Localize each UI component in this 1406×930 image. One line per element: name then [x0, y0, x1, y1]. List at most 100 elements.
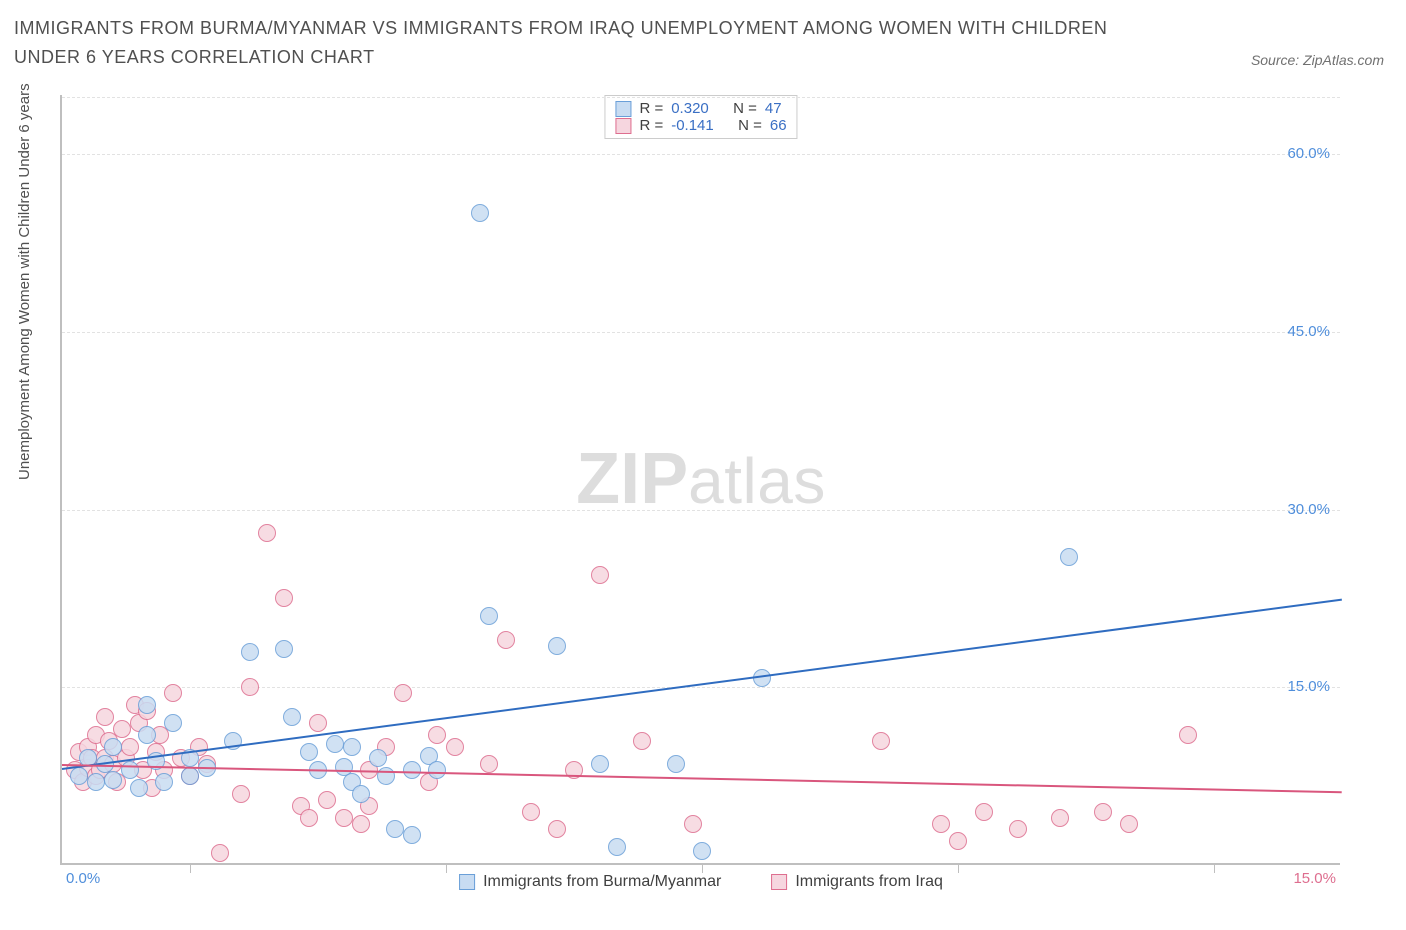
data-point	[309, 714, 327, 732]
legend-swatch-b0	[459, 874, 475, 890]
correlation-legend: R = 0.320 N = 47 R = -0.141 N = 66	[604, 95, 797, 139]
n-value-0: 47	[765, 100, 782, 117]
data-point	[164, 684, 182, 702]
x-tick	[190, 863, 191, 873]
data-point	[335, 809, 353, 827]
data-point	[155, 773, 173, 791]
y-tick-label: 30.0%	[1287, 501, 1330, 518]
data-point	[522, 803, 540, 821]
data-point	[471, 204, 489, 222]
watermark-atlas: atlas	[688, 445, 826, 517]
data-point	[608, 838, 626, 856]
gridline-h	[62, 97, 1340, 98]
data-point	[949, 832, 967, 850]
watermark: ZIPatlas	[576, 438, 826, 520]
x-max-label: 15.0%	[1293, 870, 1336, 887]
data-point	[1120, 815, 1138, 833]
data-point	[667, 755, 685, 773]
legend-item-0: Immigrants from Burma/Myanmar	[459, 873, 721, 891]
data-point	[275, 640, 293, 658]
data-point	[283, 708, 301, 726]
data-point	[369, 749, 387, 767]
data-point	[548, 820, 566, 838]
data-point	[138, 726, 156, 744]
data-point	[121, 738, 139, 756]
data-point	[394, 684, 412, 702]
data-point	[87, 773, 105, 791]
data-point	[386, 820, 404, 838]
r-value-1: -0.141	[671, 117, 714, 134]
chart-source: Source: ZipAtlas.com	[1251, 52, 1384, 68]
data-point	[480, 755, 498, 773]
gridline-h	[62, 510, 1340, 511]
n-label: N =	[733, 100, 757, 117]
data-point	[326, 735, 344, 753]
x-tick	[702, 863, 703, 873]
plot-area: ZIPatlas R = 0.320 N = 47 R = -0.141 N =…	[60, 95, 1340, 865]
chart-container: IMMIGRANTS FROM BURMA/MYANMAR VS IMMIGRA…	[0, 0, 1406, 930]
data-point	[70, 767, 88, 785]
data-point	[403, 826, 421, 844]
legend-row-series-1: R = -0.141 N = 66	[615, 117, 786, 134]
data-point	[403, 761, 421, 779]
data-point	[932, 815, 950, 833]
n-value-1: 66	[770, 117, 787, 134]
data-point	[446, 738, 464, 756]
gridline-h	[62, 154, 1340, 155]
data-point	[300, 743, 318, 761]
data-point	[241, 678, 259, 696]
data-point	[300, 809, 318, 827]
y-tick-label: 60.0%	[1287, 145, 1330, 162]
data-point	[591, 755, 609, 773]
data-point	[548, 637, 566, 655]
data-point	[352, 815, 370, 833]
data-point	[684, 815, 702, 833]
data-point	[138, 696, 156, 714]
legend-row-series-0: R = 0.320 N = 47	[615, 100, 786, 117]
series-legend: Immigrants from Burma/Myanmar Immigrants…	[459, 873, 943, 891]
y-tick-label: 45.0%	[1287, 323, 1330, 340]
watermark-zip: ZIP	[576, 439, 688, 519]
data-point	[130, 779, 148, 797]
data-point	[428, 726, 446, 744]
data-point	[1051, 809, 1069, 827]
data-point	[480, 607, 498, 625]
x-min-label: 0.0%	[66, 870, 100, 887]
legend-swatch-b1	[771, 874, 787, 890]
legend-label-1: Immigrants from Iraq	[795, 873, 943, 891]
data-point	[872, 732, 890, 750]
x-tick	[1214, 863, 1215, 873]
data-point	[591, 566, 609, 584]
data-point	[1094, 803, 1112, 821]
legend-swatch-0	[615, 101, 631, 117]
data-point	[164, 714, 182, 732]
data-point	[1179, 726, 1197, 744]
data-point	[96, 708, 114, 726]
data-point	[318, 791, 336, 809]
data-point	[343, 738, 361, 756]
r-value-0: 0.320	[671, 100, 709, 117]
r-label: R =	[639, 117, 663, 134]
data-point	[352, 785, 370, 803]
data-point	[633, 732, 651, 750]
r-label: R =	[639, 100, 663, 117]
gridline-h	[62, 332, 1340, 333]
data-point	[1060, 548, 1078, 566]
data-point	[258, 524, 276, 542]
data-point	[693, 842, 711, 860]
y-axis-title: Unemployment Among Women with Children U…	[16, 83, 33, 480]
data-point	[181, 767, 199, 785]
y-tick-label: 15.0%	[1287, 678, 1330, 695]
x-tick	[446, 863, 447, 873]
legend-swatch-1	[615, 118, 631, 134]
legend-label-0: Immigrants from Burma/Myanmar	[483, 873, 721, 891]
x-tick	[958, 863, 959, 873]
n-label: N =	[738, 117, 762, 134]
data-point	[241, 643, 259, 661]
chart-title: IMMIGRANTS FROM BURMA/MYANMAR VS IMMIGRA…	[14, 14, 1114, 72]
data-point	[975, 803, 993, 821]
data-point	[104, 771, 122, 789]
trend-line	[62, 764, 1342, 793]
data-point	[275, 589, 293, 607]
data-point	[121, 761, 139, 779]
